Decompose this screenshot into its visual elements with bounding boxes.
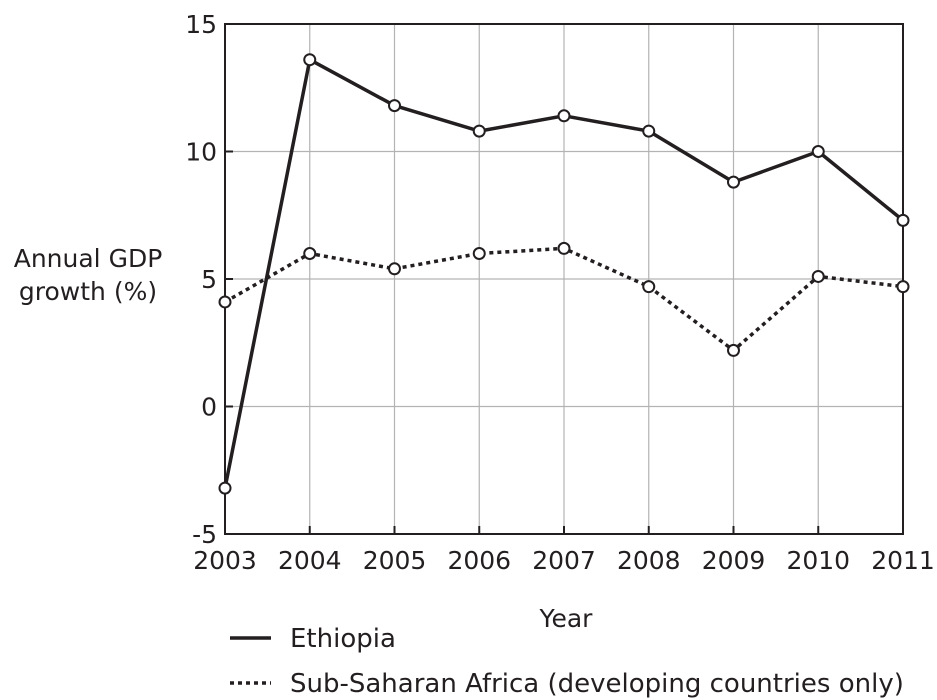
x-tick-label-2011: 2011 [871,546,935,575]
legend: Ethiopia Sub-Saharan Africa (developing … [230,624,904,699]
y-tick-label-0: 0 [201,393,217,422]
y-tick-label--5: -5 [192,520,217,549]
y-tick-label-10: 10 [185,138,217,167]
data-point-ethiopia-2006 [472,124,486,138]
y-axis-label-line-2: growth (%) [19,277,157,306]
data-point-ethiopia-2004 [303,53,317,67]
data-point-sub-saharan-africa-developing-countries-only-2011 [896,280,910,294]
data-point-ethiopia-2011 [896,213,910,227]
data-point-sub-saharan-africa-developing-countries-only-2006 [472,247,486,260]
x-tick-label-2009: 2009 [702,546,766,575]
data-point-sub-saharan-africa-developing-countries-only-2008 [642,280,656,294]
x-axis-label: Year [539,604,594,633]
legend-label-sub-saharan-africa: Sub-Saharan Africa (developing countries… [290,669,904,699]
data-point-sub-saharan-africa-developing-countries-only-2007 [557,241,571,255]
data-point-sub-saharan-africa-developing-countries-only-2009 [727,343,740,357]
y-tick-label-5: 5 [201,265,217,294]
x-tick-label-2004: 2004 [278,546,342,575]
series-markers [218,53,910,495]
y-axis-label-line-1: Annual GDP [14,244,163,273]
data-point-ethiopia-2009 [727,175,740,189]
data-point-ethiopia-2007 [557,109,571,123]
data-point-ethiopia-2003 [218,481,232,495]
data-point-sub-saharan-africa-developing-countries-only-2004 [303,247,317,260]
data-point-ethiopia-2005 [388,99,401,113]
data-point-sub-saharan-africa-developing-countries-only-2003 [218,295,232,309]
x-tick-label-2007: 2007 [532,546,596,575]
x-tick-label-2010: 2010 [786,546,850,575]
axis-tick-labels: 2003 2004 2005 2006 2007 2008 2009 2010 2011 -5 0 5… [185,10,935,575]
legend-label-ethiopia: Ethiopia [290,624,396,654]
data-point-sub-saharan-africa-developing-countries-only-2010 [811,269,825,283]
data-point-sub-saharan-africa-developing-countries-only-2005 [388,262,401,276]
y-tick-label-15: 15 [185,10,217,39]
x-tick-label-2006: 2006 [447,546,511,575]
x-tick-label-2008: 2008 [617,546,681,575]
x-tick-label-2003: 2003 [193,546,257,575]
x-tick-label-2005: 2005 [363,546,427,575]
data-point-ethiopia-2010 [811,145,825,158]
axis-ticks [224,23,904,535]
data-point-ethiopia-2008 [642,124,656,138]
grid-lines [225,24,903,534]
